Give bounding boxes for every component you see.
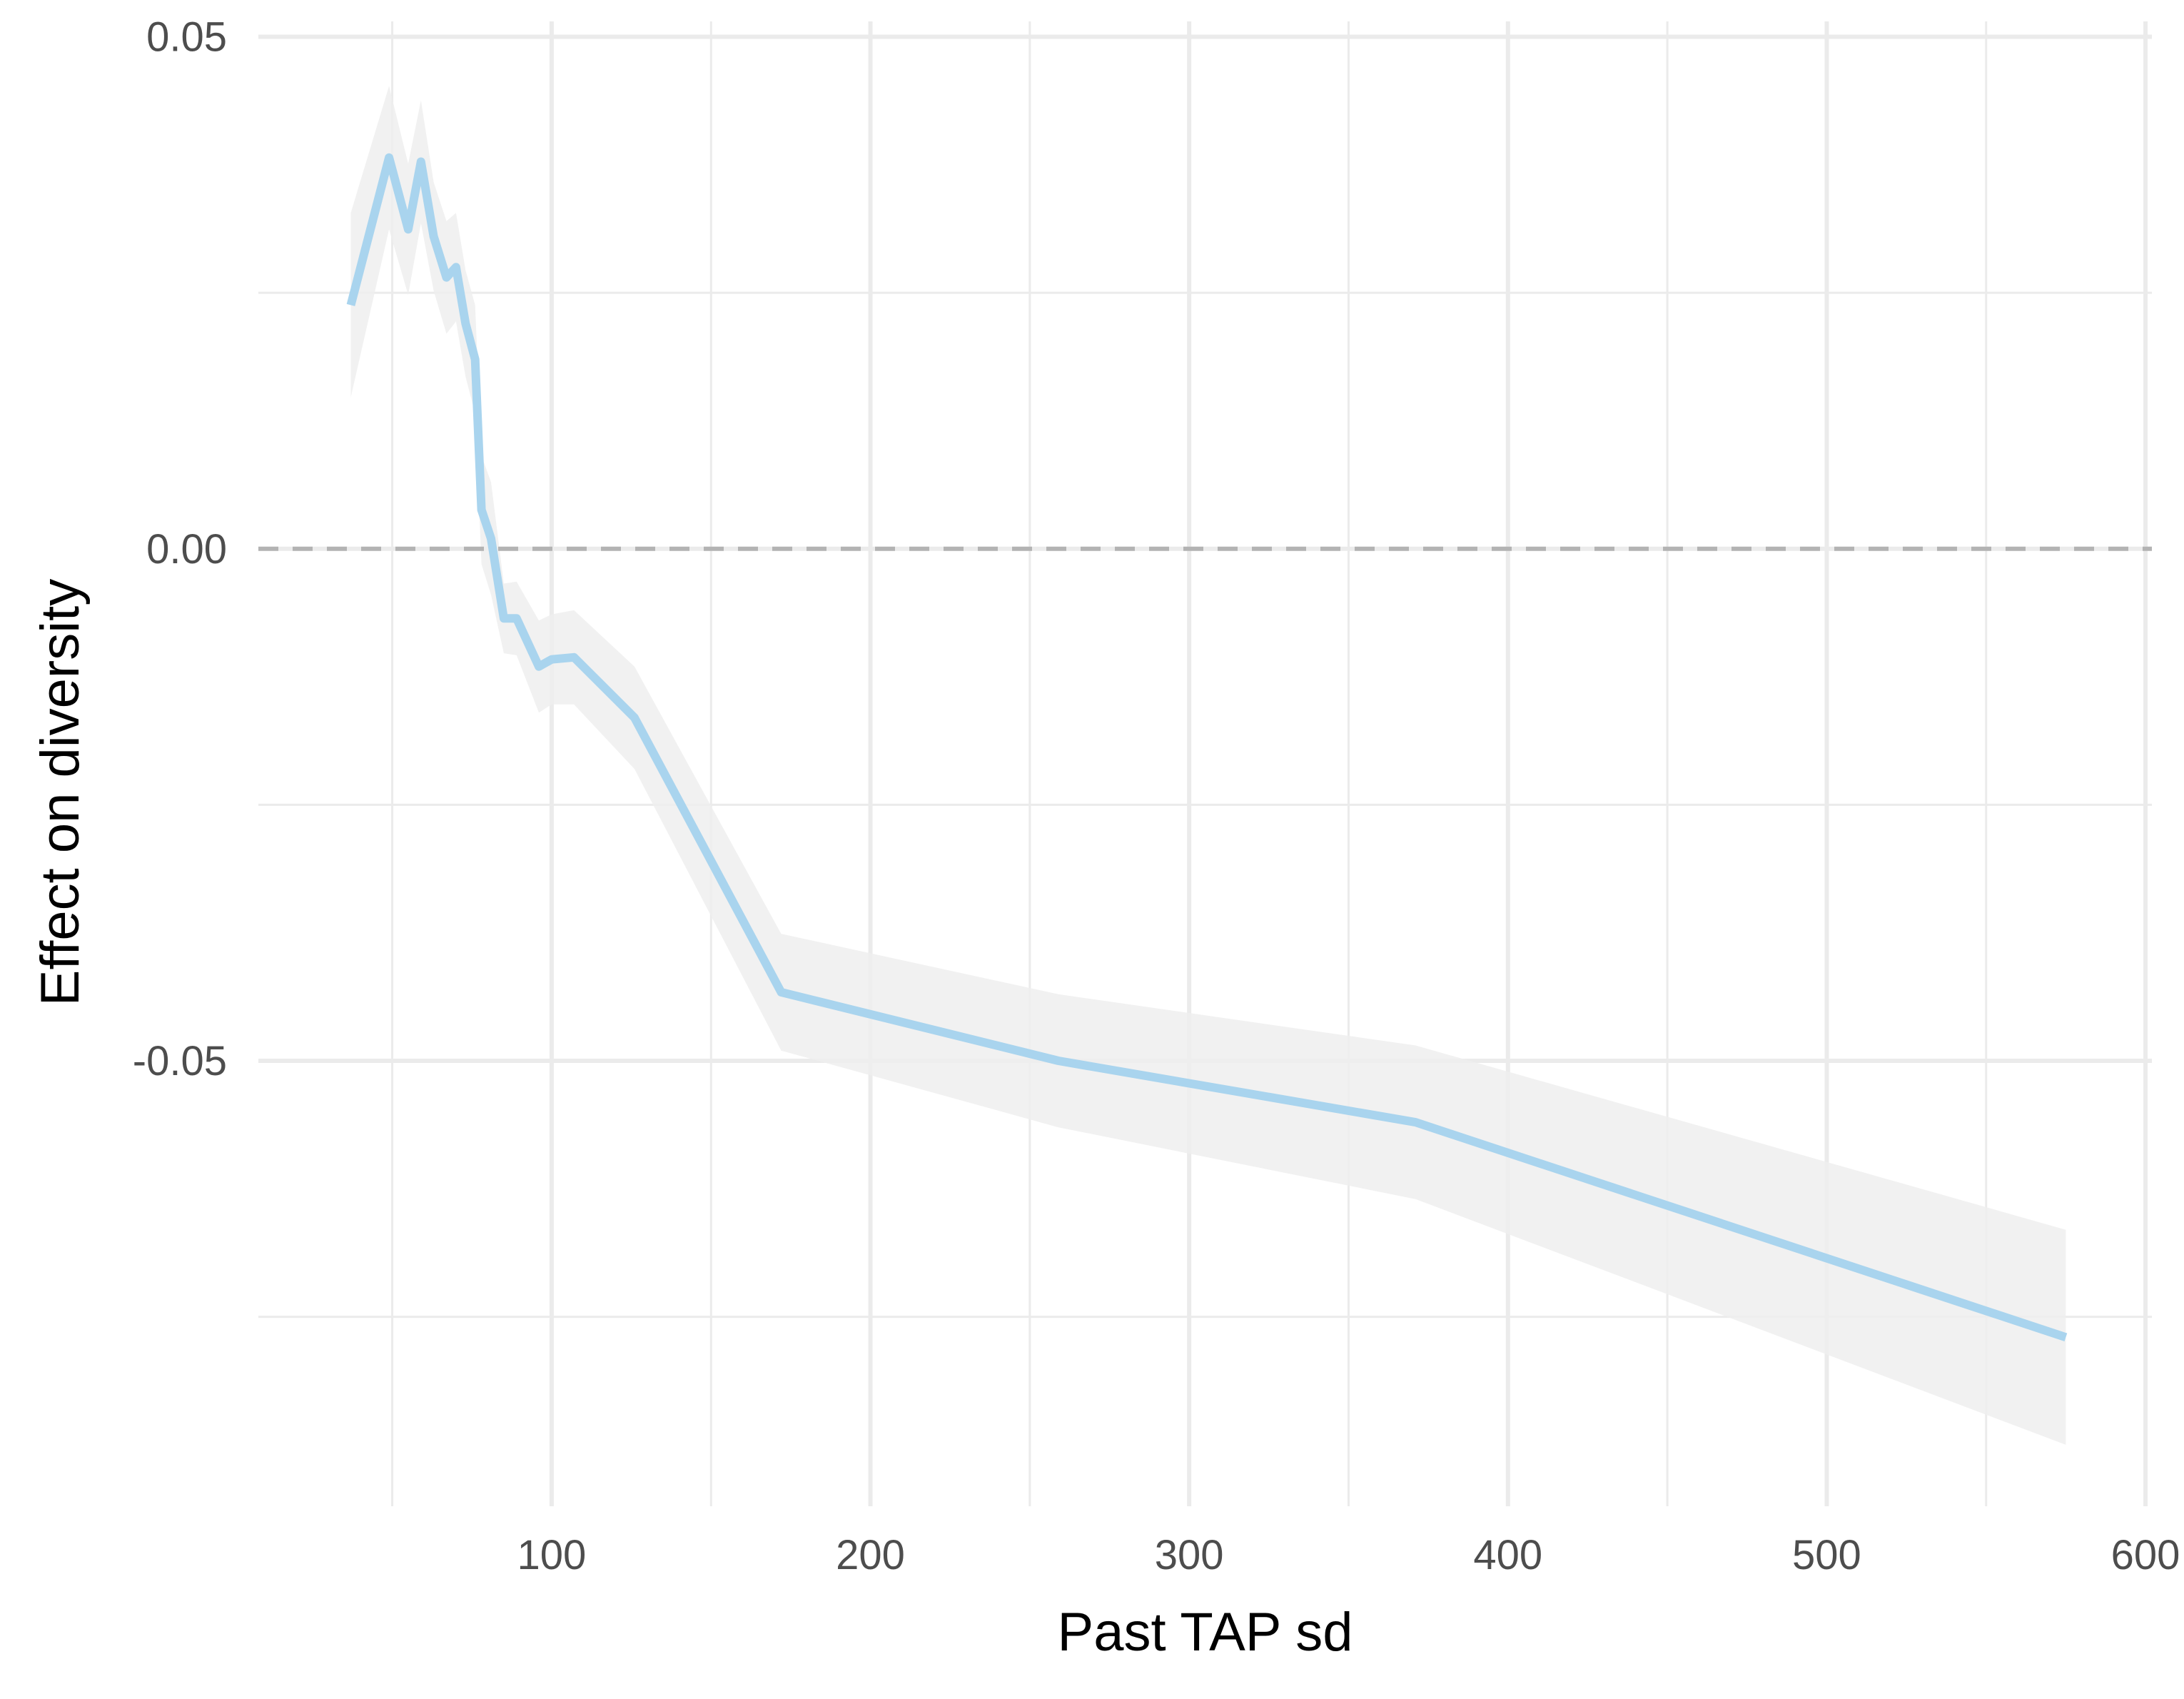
y-axis-title: Effect on diversity [30, 579, 91, 1006]
y-tick-label-0: 0.05 [146, 14, 227, 61]
x-tick-label-3: 400 [1473, 1532, 1542, 1578]
x-tick-label-5: 600 [2111, 1532, 2180, 1578]
confidence-band-layer [350, 86, 2066, 1445]
x-axis-tick-labels: 100 200 300 400 500 600 [517, 1532, 2180, 1578]
x-tick-label-2: 300 [1155, 1532, 1224, 1578]
y-tick-label-2: -0.05 [133, 1038, 227, 1084]
x-tick-label-1: 200 [836, 1532, 905, 1578]
series-line-layer [346, 153, 2068, 1341]
y-axis-tick-labels: 0.05 0.00 -0.05 [133, 14, 227, 1084]
x-tick-label-0: 100 [517, 1532, 587, 1578]
x-tick-label-4: 500 [1792, 1532, 1861, 1578]
y-tick-label-1: 0.00 [146, 526, 227, 573]
x-axis-title: Past TAP sd [1058, 1602, 1353, 1663]
series-line [346, 153, 2068, 1341]
confidence-band [350, 86, 2066, 1445]
